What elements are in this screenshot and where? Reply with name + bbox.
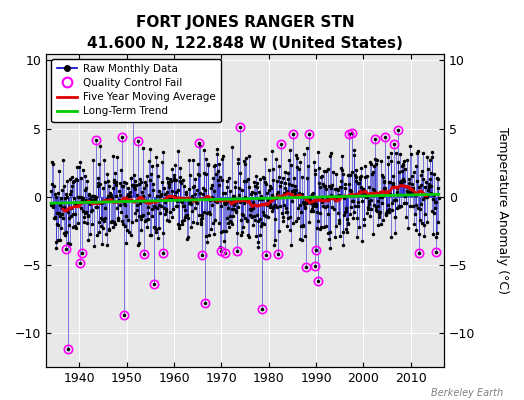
Legend: Raw Monthly Data, Quality Control Fail, Five Year Moving Average, Long-Term Tren: Raw Monthly Data, Quality Control Fail, … [51,59,221,122]
Y-axis label: Temperature Anomaly (°C): Temperature Anomaly (°C) [496,127,509,294]
Title: FORT JONES RANGER STN
41.600 N, 122.848 W (United States): FORT JONES RANGER STN 41.600 N, 122.848 … [87,15,403,51]
Text: Berkeley Earth: Berkeley Earth [431,388,503,398]
